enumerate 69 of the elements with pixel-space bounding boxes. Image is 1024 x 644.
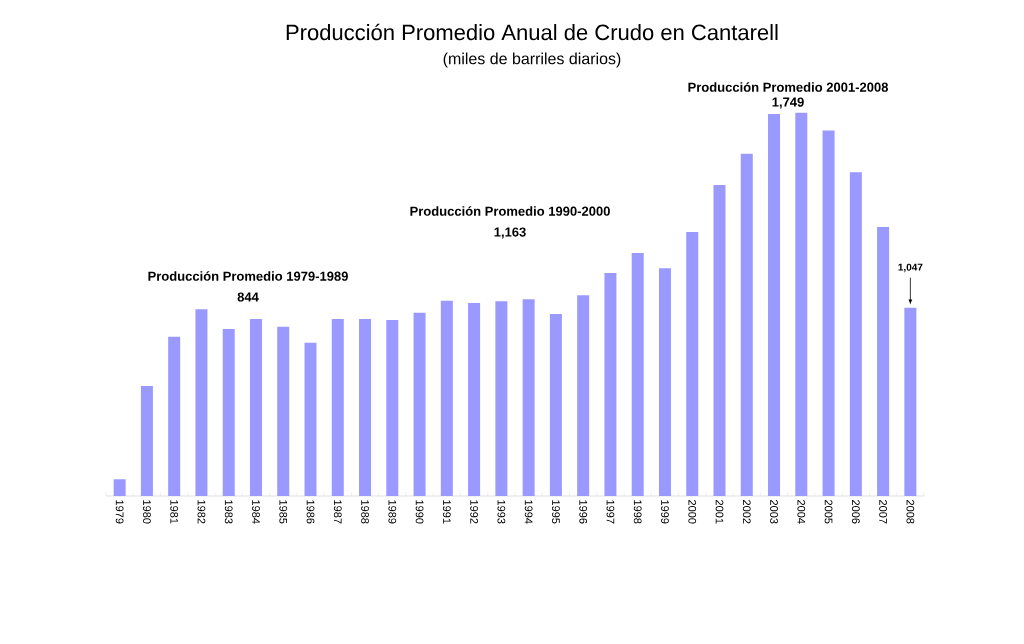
x-tick-label: 1984 (252, 500, 260, 524)
x-tick-label: 1982 (197, 500, 206, 524)
x-tick-label: 1985 (279, 500, 288, 524)
bar (113, 479, 126, 496)
x-tick-label: 2004 (797, 500, 806, 524)
x-tick-label: 2005 (824, 500, 833, 524)
x-tick-label: 1980 (143, 500, 151, 524)
x-tick-label: 2006 (851, 500, 860, 524)
x-tick-label: 2007 (879, 500, 887, 524)
bar (686, 231, 699, 496)
bar (440, 300, 453, 496)
x-tick-label: 1986 (306, 500, 315, 524)
x-tick-label: 1998 (633, 500, 642, 524)
x-tick-label: 1989 (388, 500, 397, 524)
bar (195, 309, 208, 496)
x-tick-label: 1991 (442, 500, 451, 524)
chart-subtitle: (miles de barriles diarios) (443, 52, 621, 68)
annotation: Producción Promedio 1990-2000 (410, 206, 610, 216)
bar (795, 112, 808, 496)
x-tick-label: 1981 (170, 500, 179, 524)
x-tick-label: 2008 (906, 500, 915, 524)
x-tick-label: 1995 (552, 500, 560, 524)
x-tick-label: 2003 (770, 500, 778, 524)
x-tick-label: 1996 (579, 500, 588, 524)
bar (768, 114, 781, 496)
x-tick-label: 2000 (688, 500, 697, 524)
text: 1,749 (772, 97, 804, 109)
x-tick-label: 1979 (115, 500, 124, 524)
chart-title: Producción Promedio Anual de Crudo en Cantarell (286, 23, 778, 41)
bar (604, 272, 617, 496)
bar (495, 301, 508, 496)
x-tick-label: 1994 (524, 500, 533, 524)
bar (140, 385, 153, 496)
x-tick-label: 1983 (224, 500, 233, 524)
x-tick-label: 1993 (497, 500, 506, 524)
bar (631, 253, 644, 496)
bar (740, 153, 753, 496)
bar (822, 130, 835, 496)
bar (168, 336, 181, 496)
bar (277, 326, 290, 496)
annotation: 1,163 (494, 227, 526, 239)
bar (877, 226, 890, 496)
bar (359, 319, 372, 496)
x-tick-label: 2001 (715, 500, 724, 524)
x-tick-label: 1999 (661, 500, 669, 524)
bar (331, 319, 344, 496)
x-tick-label: 1992 (470, 500, 478, 524)
x-tick-label: 1987 (333, 500, 342, 524)
annotation: Producción Promedio 1979-1989 (148, 271, 348, 281)
annotation: 844 (237, 292, 259, 302)
data-label: 1,047 (898, 263, 923, 273)
bar (249, 319, 262, 496)
bar (468, 303, 481, 496)
bar (849, 172, 862, 496)
bar (222, 328, 235, 496)
bar (413, 312, 426, 496)
bar (713, 185, 726, 496)
bar (522, 299, 535, 496)
x-tick-label: 1997 (606, 500, 615, 524)
bar (658, 268, 671, 496)
bar (386, 319, 399, 496)
bar (577, 295, 590, 496)
x-tick-label: 1988 (361, 500, 369, 524)
x-tick-label: 2002 (742, 500, 751, 524)
text: Producción Promedio 2001-2008 (688, 82, 889, 92)
x-tick-label: 1990 (415, 500, 424, 524)
bar (549, 313, 562, 496)
bar (904, 307, 917, 496)
bar (304, 342, 317, 496)
